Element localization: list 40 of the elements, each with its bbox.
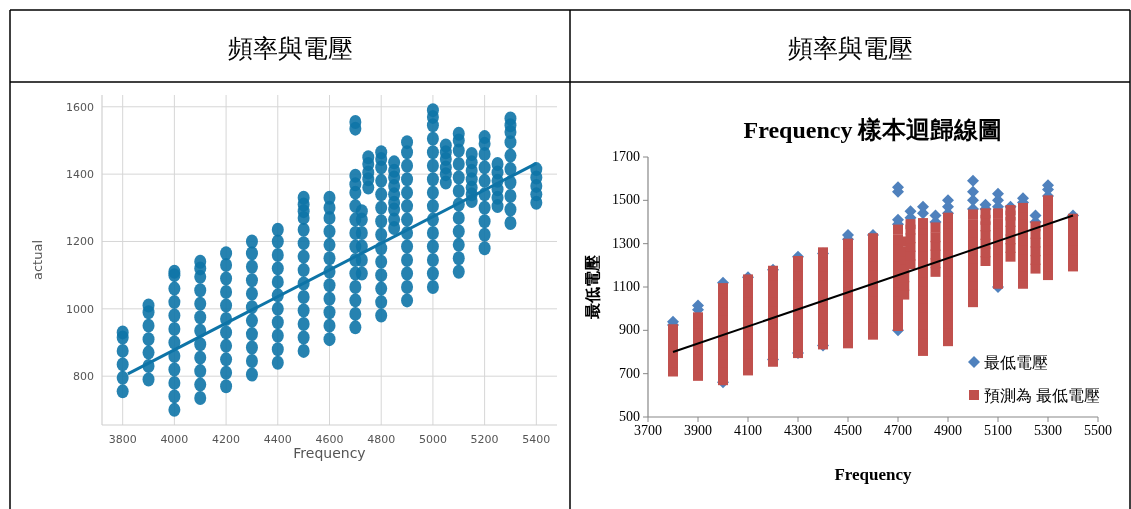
chart-title: 頻率與電壓 bbox=[227, 35, 353, 62]
y-axis-title: 最低電壓 bbox=[584, 254, 601, 320]
x-tick-label: 3900 bbox=[684, 423, 712, 438]
y-tick-label: 1600 bbox=[66, 100, 94, 114]
x-tick-label: 5100 bbox=[984, 423, 1012, 438]
y-tick-label: 1100 bbox=[612, 279, 640, 294]
x-tick-label: 4500 bbox=[834, 423, 862, 438]
y-tick-label: 1000 bbox=[66, 302, 94, 316]
x-tick-label: 4800 bbox=[367, 433, 396, 446]
legend-label: 預測為 最低電壓 bbox=[984, 387, 1100, 404]
x-tick-label: 5200 bbox=[470, 433, 499, 446]
x-tick-label: 5300 bbox=[1034, 423, 1062, 438]
y-tick-label: 1500 bbox=[612, 192, 640, 208]
y-tick-label: 1200 bbox=[66, 235, 94, 249]
y-tick-label: 1400 bbox=[66, 168, 94, 182]
y-tick-label: 700 bbox=[619, 365, 640, 381]
x-tick-label: 4100 bbox=[734, 423, 762, 438]
x-tick-label: 5400 bbox=[522, 433, 551, 446]
x-tick-label: 4000 bbox=[160, 433, 189, 446]
x-tick-label: 4200 bbox=[212, 433, 241, 446]
x-tick-label: 4700 bbox=[884, 423, 912, 438]
x-tick-label: 3700 bbox=[634, 423, 662, 438]
x-tick-label: 4300 bbox=[784, 423, 812, 438]
x-tick-label: 5000 bbox=[418, 433, 447, 446]
x-axis-title: Frequency bbox=[293, 445, 366, 461]
x-tick-label: 4400 bbox=[263, 433, 292, 446]
y-tick-label: 800 bbox=[73, 370, 94, 384]
y-tick-label: 1300 bbox=[612, 235, 640, 251]
y-tick-label: 500 bbox=[619, 409, 640, 424]
x-tick-label: 5500 bbox=[1084, 423, 1112, 438]
legend-label: 最低電壓 bbox=[984, 354, 1048, 371]
x-tick-label: 3800 bbox=[108, 433, 137, 446]
x-tick-label: 4900 bbox=[934, 423, 962, 438]
x-tick-label: 4600 bbox=[315, 433, 344, 446]
y-tick-label: 900 bbox=[619, 322, 640, 338]
chart-subtitle: Frequency 樣本迴歸線圖 bbox=[743, 117, 1003, 143]
x-axis-title: Frequency bbox=[834, 465, 913, 484]
y-tick-label: 1700 bbox=[612, 149, 640, 164]
y-axis-title: actual bbox=[30, 239, 45, 281]
chart-title: 頻率與電壓 bbox=[787, 35, 913, 62]
